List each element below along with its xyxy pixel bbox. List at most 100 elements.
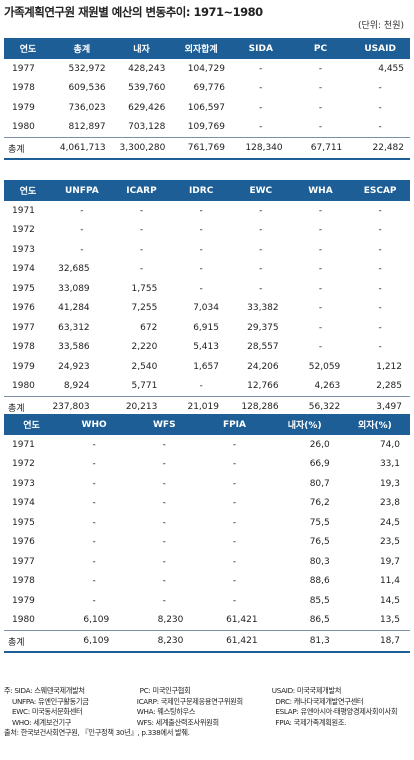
- value-cell: -: [378, 83, 382, 94]
- value-cell: 86,5: [309, 615, 330, 626]
- value-cell: -: [232, 517, 237, 528]
- value-cell: 11,4: [379, 576, 400, 587]
- column-header: 외자(%): [339, 414, 410, 435]
- table-row: 1979 736,023 629,426 106,597 - - -: [4, 98, 410, 118]
- value-cell: -: [162, 517, 166, 528]
- year-cell: 1976: [12, 537, 35, 548]
- footnote-row: EWC: 미국동서문화센터 WHA: 웨스팅하우스 ESLAP: 유엔아시아·태…: [4, 707, 414, 718]
- value-cell: -: [259, 244, 263, 255]
- year-cell: 1980: [12, 381, 35, 392]
- value-cell: 41,284: [58, 303, 90, 314]
- value-cell: -: [162, 459, 166, 470]
- table-row: 1971 - - - 26,0 74,0: [4, 435, 410, 455]
- value-cell: -: [318, 264, 323, 275]
- value-cell: 80,3: [309, 556, 330, 567]
- footnote-item: UNFPA: 유엔인구활동기금: [12, 696, 89, 706]
- year-cell: 1974: [12, 498, 35, 509]
- table-row: 1978 609,536 539,760 69,776 - - -: [4, 79, 410, 99]
- value-cell: -: [318, 63, 323, 74]
- value-cell: 22,482: [350, 137, 410, 160]
- value-cell: -: [232, 439, 237, 450]
- value-cell: -: [80, 244, 84, 255]
- value-cell: -: [92, 595, 96, 606]
- year-cell: 1971: [12, 205, 35, 216]
- value-cell: -: [318, 225, 323, 236]
- table-row: 1976 41,284 7,255 7,034 33,382 - -: [4, 299, 410, 319]
- year-cell: 1977: [12, 322, 35, 333]
- value-cell: -: [139, 244, 144, 255]
- value-cell: -: [259, 63, 263, 74]
- value-cell: 672: [140, 322, 158, 333]
- value-cell: 76,2: [309, 498, 330, 509]
- year-cell: 1977: [12, 556, 35, 567]
- table-row: 1979 - - - 85,5 14,5: [4, 591, 410, 611]
- year-cell: 1978: [12, 342, 35, 353]
- value-cell: 19,3: [379, 478, 400, 489]
- value-cell: 4,455: [378, 63, 404, 74]
- footnote-item: DRC: 캐나다국제개발연구센터: [275, 696, 364, 706]
- value-cell: -: [318, 83, 323, 94]
- value-cell: -: [162, 556, 166, 567]
- year-cell: 1978: [12, 83, 35, 94]
- year-cell: 1972: [12, 459, 35, 470]
- value-cell: 24,5: [379, 517, 400, 528]
- value-cell: 8,230: [157, 615, 184, 626]
- table-row: 1973 - - - - - -: [4, 240, 410, 260]
- table-row: 1975 33,089 1,755 - - - -: [4, 279, 410, 299]
- value-cell: -: [162, 576, 166, 587]
- budget-table-1: 연도 총계 내자 외자합계 SIDA PC USAID 1977 532,972 428,243…: [4, 38, 410, 160]
- value-cell: -: [92, 439, 96, 450]
- value-cell: 29,375: [247, 322, 279, 333]
- year-cell: 1980: [12, 122, 35, 133]
- value-cell: -: [318, 283, 323, 294]
- footnote-row: WHO: 세계보건기구 WFS: 세계출산력조사위원회 FPIA: 국제가족계획…: [4, 718, 414, 729]
- value-cell: -: [92, 576, 96, 587]
- footnotes: 주: SIDA: 스웨덴국제개발처 PC: 미국인구협회 USAID: 미국국제…: [4, 686, 414, 739]
- year-cell: 1973: [12, 244, 35, 255]
- value-cell: 61,421: [199, 630, 270, 653]
- value-cell: -: [162, 595, 166, 606]
- value-cell: 3,300,280: [111, 137, 172, 160]
- value-cell: -: [318, 102, 323, 113]
- value-cell: 736,023: [68, 102, 106, 113]
- footnote-item: EWC: 미국동서문화센터: [12, 707, 83, 717]
- value-cell: 1,212: [376, 361, 402, 372]
- value-cell: -: [318, 322, 323, 333]
- table-row: 1973 - - - 80,7 19,3: [4, 474, 410, 494]
- year-cell: 1972: [12, 225, 35, 236]
- column-header: 연도: [4, 414, 59, 435]
- value-cell: 8,230: [129, 630, 200, 653]
- table-row: 1974 - - - 76,2 23,8: [4, 494, 410, 514]
- footnote-item: WHA: 웨스팅하우스: [136, 707, 196, 717]
- value-cell: 106,597: [187, 102, 225, 113]
- column-header: SIDA: [230, 38, 291, 59]
- value-cell: -: [259, 205, 263, 216]
- value-cell: 33,382: [247, 303, 279, 314]
- total-row: 총계 6,109 8,230 61,421 81,3 18,7: [4, 630, 410, 653]
- column-header: WHA: [290, 180, 351, 201]
- column-header: UNFPA: [52, 180, 112, 201]
- page-title: 가족계획연구원 재원별 예산의 변동추이: 1971~1980: [4, 5, 263, 19]
- value-cell: 66,9: [309, 459, 330, 470]
- table-row: 1977 532,972 428,243 104,729 - - 4,455: [4, 59, 410, 79]
- value-cell: 26,0: [309, 439, 330, 450]
- year-cell: 1977: [12, 63, 35, 74]
- value-cell: -: [162, 537, 166, 548]
- table-row: 1972 - - - - - -: [4, 221, 410, 241]
- column-header: EWC: [230, 180, 291, 201]
- value-cell: -: [162, 439, 166, 450]
- value-cell: -: [318, 244, 323, 255]
- value-cell: -: [232, 459, 237, 470]
- value-cell: -: [232, 498, 237, 509]
- total-label: 총계: [4, 137, 52, 160]
- value-cell: -: [80, 205, 84, 216]
- column-header: IDRC: [171, 180, 231, 201]
- column-header: 내자(%): [269, 414, 340, 435]
- value-cell: -: [259, 83, 263, 94]
- value-cell: -: [92, 498, 96, 509]
- value-cell: 75,5: [309, 517, 330, 528]
- value-cell: -: [378, 244, 382, 255]
- value-cell: 609,536: [68, 83, 106, 94]
- total-label: 총계: [4, 630, 59, 653]
- value-cell: 23,8: [379, 498, 400, 509]
